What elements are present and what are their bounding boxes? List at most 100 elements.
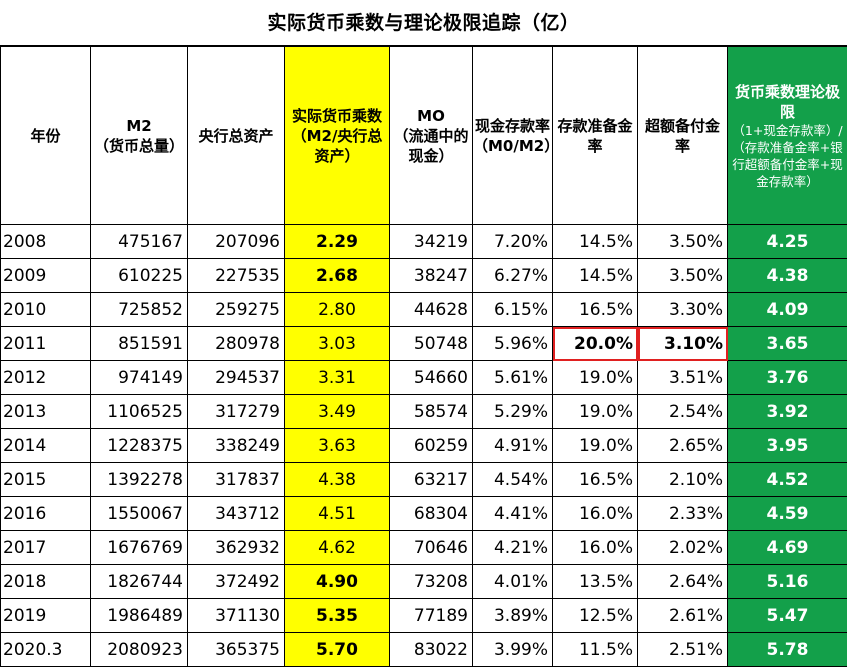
cell-m2: 1228375 [90, 428, 188, 463]
table-row: 2016 1550067 343712 4.51 68304 4.41% 16.0% 2.33… [0, 496, 847, 531]
cell-limit: 4.25 [727, 224, 847, 259]
cell-year: 2020.3 [0, 632, 91, 667]
cell-year: 2010 [0, 292, 91, 327]
cell-multiplier: 2.29 [284, 224, 390, 259]
cell-excess: 2.10% [637, 462, 728, 497]
cell-m2: 475167 [90, 224, 188, 259]
header-m2: M2 （货币总量） [90, 46, 188, 225]
header-limit-formula: （1+现金存款率）/（存款准备金率+银行超额备付金率+现金存款率） [732, 122, 843, 189]
cell-cash-ratio: 4.91% [472, 428, 553, 463]
cell-limit: 5.16 [727, 564, 847, 599]
cell-year: 2011 [0, 326, 91, 361]
cell-m0: 60259 [389, 428, 473, 463]
header-m0: MO （流通中的现金） [389, 46, 473, 225]
cell-m0: 73208 [389, 564, 473, 599]
cell-limit: 4.59 [727, 496, 847, 531]
cell-multiplier: 5.35 [284, 598, 390, 633]
cell-excess: 3.10% [637, 326, 728, 361]
cell-assets: 317837 [187, 462, 285, 497]
table-row: 2017 1676769 362932 4.62 70646 4.21% 16.0% 2.02… [0, 530, 847, 565]
cell-m2: 1676769 [90, 530, 188, 565]
cell-year: 2009 [0, 258, 91, 293]
cell-m2: 2080923 [90, 632, 188, 667]
cell-m0: 68304 [389, 496, 473, 531]
cell-limit: 3.95 [727, 428, 847, 463]
cell-cash-ratio: 3.99% [472, 632, 553, 667]
cell-multiplier: 2.80 [284, 292, 390, 327]
cell-excess: 2.51% [637, 632, 728, 667]
cell-m0: 58574 [389, 394, 473, 429]
cell-assets: 259275 [187, 292, 285, 327]
header-m2-main: M2 [126, 116, 152, 135]
cell-rrr: 11.5% [552, 632, 638, 667]
cell-year: 2015 [0, 462, 91, 497]
cell-assets: 343712 [187, 496, 285, 531]
table-row: 2013 1106525 317279 3.49 58574 5.29% 19.0% 2.54… [0, 394, 847, 429]
cell-rrr: 20.0% [552, 326, 638, 361]
cell-year: 2019 [0, 598, 91, 633]
cell-rrr: 16.5% [552, 292, 638, 327]
cell-cash-ratio: 7.20% [472, 224, 553, 259]
cell-m0: 70646 [389, 530, 473, 565]
cell-excess: 2.54% [637, 394, 728, 429]
header-rrr: 存款准备金率 [552, 46, 638, 225]
header-multiplier: 实际货币乘数（M2/央行总资产） [284, 46, 390, 225]
cell-assets: 362932 [187, 530, 285, 565]
cell-m0: 54660 [389, 360, 473, 395]
cell-assets: 371130 [187, 598, 285, 633]
cell-multiplier: 4.38 [284, 462, 390, 497]
table-row: 2018 1826744 372492 4.90 73208 4.01% 13.5% 2.64… [0, 564, 847, 599]
cell-rrr: 19.0% [552, 360, 638, 395]
cell-assets: 338249 [187, 428, 285, 463]
cell-rrr: 16.5% [552, 462, 638, 497]
cell-m2: 974149 [90, 360, 188, 395]
cell-excess: 2.65% [637, 428, 728, 463]
cell-m0: 38247 [389, 258, 473, 293]
cell-limit: 5.47 [727, 598, 847, 633]
cell-multiplier: 3.49 [284, 394, 390, 429]
cell-excess: 3.50% [637, 224, 728, 259]
cell-limit: 4.52 [727, 462, 847, 497]
cell-limit: 3.76 [727, 360, 847, 395]
header-excess: 超额备付金率 [637, 46, 728, 225]
cell-multiplier: 3.03 [284, 326, 390, 361]
table-row: 2010 725852 259275 2.80 44628 6.15% 16.5% 3.30%… [0, 292, 847, 327]
table-row: 2009 610225 227535 2.68 38247 6.27% 14.5% 3.50%… [0, 258, 847, 293]
cell-m0: 83022 [389, 632, 473, 667]
cell-limit: 4.69 [727, 530, 847, 565]
header-theoretical-limit: 货币乘数理论极限 （1+现金存款率）/（存款准备金率+银行超额备付金率+现金存款… [727, 46, 847, 225]
cell-excess: 2.61% [637, 598, 728, 633]
cell-assets: 227535 [187, 258, 285, 293]
cell-rrr: 12.5% [552, 598, 638, 633]
header-year: 年份 [0, 46, 91, 225]
cell-limit: 5.78 [727, 632, 847, 667]
cell-cash-ratio: 5.96% [472, 326, 553, 361]
cell-assets: 372492 [187, 564, 285, 599]
cell-cash-ratio: 4.21% [472, 530, 553, 565]
header-cash-ratio: 现金存款率（M0/M2） [472, 46, 553, 225]
cell-year: 2017 [0, 530, 91, 565]
cell-excess: 3.30% [637, 292, 728, 327]
cell-cash-ratio: 6.15% [472, 292, 553, 327]
cell-m2: 1392278 [90, 462, 188, 497]
cell-m0: 50748 [389, 326, 473, 361]
cell-m0: 44628 [389, 292, 473, 327]
cell-year: 2016 [0, 496, 91, 531]
cell-rrr: 14.5% [552, 224, 638, 259]
cell-limit: 4.09 [727, 292, 847, 327]
cell-rrr: 14.5% [552, 258, 638, 293]
cell-multiplier: 3.31 [284, 360, 390, 395]
cell-year: 2018 [0, 564, 91, 599]
cell-cash-ratio: 4.41% [472, 496, 553, 531]
header-assets: 央行总资产 [187, 46, 285, 225]
header-m0-sub: （流通中的现金） [393, 126, 469, 165]
table-row: 2011 851591 280978 3.03 50748 5.96% 20.0% 3.10%… [0, 326, 847, 361]
cell-limit: 3.92 [727, 394, 847, 429]
cell-year: 2008 [0, 224, 91, 259]
cell-m2: 1106525 [90, 394, 188, 429]
cell-assets: 207096 [187, 224, 285, 259]
money-multiplier-table: 年份 M2 （货币总量） 央行总资产 实际货币乘数（M2/央行总资产） MO （… [0, 46, 847, 667]
header-m0-main: MO [417, 106, 445, 125]
cell-rrr: 13.5% [552, 564, 638, 599]
cell-multiplier: 5.70 [284, 632, 390, 667]
